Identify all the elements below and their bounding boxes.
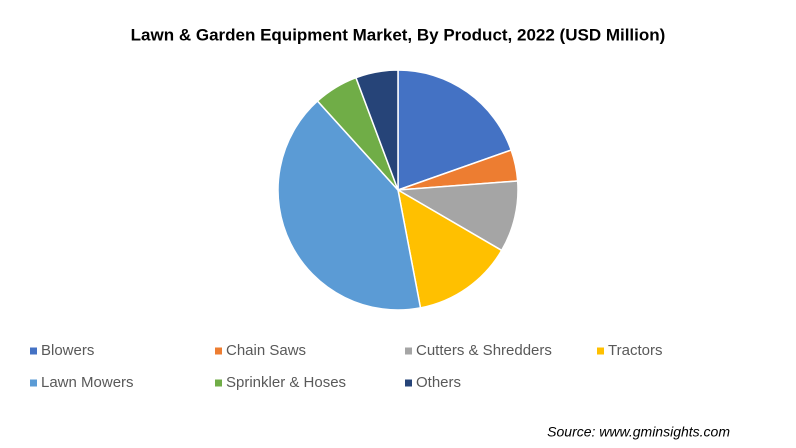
legend-swatch — [215, 379, 222, 387]
pie — [277, 69, 519, 311]
pie-slice — [396, 188, 503, 309]
legend-swatch — [405, 379, 412, 387]
legend-swatch — [215, 347, 222, 355]
legend-label: Others — [416, 374, 461, 391]
legend-swatch — [597, 347, 604, 355]
legend-label: Sprinkler & Hoses — [226, 374, 346, 391]
legend-swatch — [405, 347, 412, 355]
pie-slice — [277, 99, 422, 311]
chart-title: Lawn & Garden Equipment Market, By Produ… — [131, 25, 666, 44]
legend-label: Lawn Mowers — [41, 374, 134, 391]
legend-label: Chain Saws — [226, 342, 306, 359]
legend: Blowers Chain Saws Cutters & Shredders Trac… — [30, 342, 662, 391]
legend-label: Tractors — [608, 342, 662, 359]
legend-label: Blowers — [41, 342, 94, 359]
legend-swatch — [30, 379, 37, 387]
source-note: Source: www.gminsights.com — [547, 424, 730, 440]
pie-slice — [354, 69, 399, 191]
legend-swatch — [30, 347, 37, 355]
legend-label: Cutters & Shredders — [416, 342, 552, 359]
